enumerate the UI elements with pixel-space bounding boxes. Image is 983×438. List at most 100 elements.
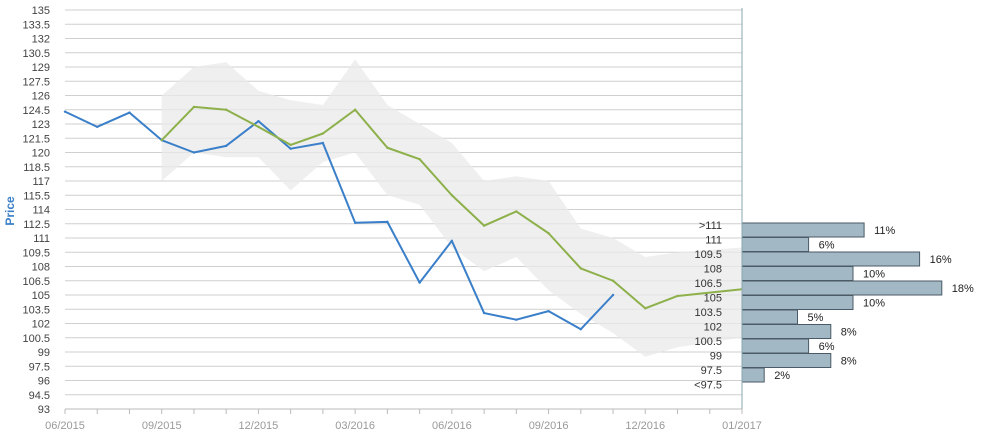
data-point	[644, 307, 647, 310]
y-tick-label: 133.5	[22, 19, 50, 31]
histogram-bar	[741, 338, 810, 354]
histogram-percent-label: 6%	[819, 341, 835, 353]
histogram-percent-label: 5%	[808, 312, 824, 324]
data-point	[418, 157, 421, 161]
y-tick-label: 94.5	[29, 390, 50, 402]
x-tick-label: 09/2015	[142, 420, 182, 432]
y-tick-label: 99	[38, 347, 50, 359]
histogram-bin-label: 111	[705, 235, 722, 247]
y-tick-label: 120	[32, 148, 50, 160]
data-point	[515, 318, 518, 321]
data-point	[321, 132, 325, 135]
data-point	[611, 293, 615, 297]
histogram-bar	[741, 266, 854, 281]
data-point	[450, 194, 454, 197]
data-point	[676, 294, 679, 298]
histogram-percent-label: 8%	[841, 356, 857, 368]
data-point	[224, 108, 228, 111]
histogram-bar	[741, 309, 798, 325]
forecast-band	[161, 59, 742, 357]
histogram-bin-label: 97.5	[701, 365, 722, 377]
histogram-bin-label: 105	[704, 293, 722, 305]
x-tick-label: 06/2015	[45, 420, 85, 432]
data-point	[224, 144, 228, 148]
data-point	[450, 239, 454, 243]
histogram-percent-label: 10%	[863, 269, 885, 281]
data-point	[289, 147, 292, 150]
histogram-bar	[741, 353, 832, 368]
histogram-bin-label: <97.5	[694, 380, 722, 392]
histogram-percent-label: 8%	[841, 327, 857, 339]
y-tick-label: 106.5	[22, 276, 50, 288]
histogram-bin-label: 100.5	[694, 336, 722, 348]
y-tick-label: 100.5	[22, 333, 50, 345]
data-point	[353, 108, 357, 111]
data-point	[321, 141, 325, 145]
histogram-percent-label: 11%	[874, 225, 895, 237]
x-tick-label: 03/2016	[335, 420, 375, 432]
y-tick-label: 102	[32, 319, 50, 331]
data-point	[128, 111, 131, 114]
data-point	[418, 281, 421, 284]
data-point	[482, 311, 486, 315]
y-tick-label: 127.5	[22, 76, 50, 88]
y-tick-label: 97.5	[29, 361, 50, 373]
histogram-percent-label: 18%	[952, 283, 974, 295]
histogram-bar	[741, 237, 810, 252]
histogram-bin-label: 109.5	[694, 249, 722, 261]
y-tick-label: 126	[32, 91, 50, 103]
actual-price-line	[64, 110, 614, 331]
histogram-bar	[741, 324, 832, 339]
data-point	[289, 143, 292, 147]
histogram-percent-label: 16%	[930, 254, 952, 266]
histogram-percent-label: 2%	[774, 370, 790, 382]
y-tick-label: 93	[38, 404, 50, 416]
histogram-bar	[741, 367, 765, 383]
y-tick-label: 130.5	[22, 48, 50, 60]
data-point	[192, 151, 196, 154]
y-tick-label: 117	[32, 176, 50, 188]
histogram-bin-label: >111	[699, 220, 722, 232]
y-tick-label: 105	[32, 290, 50, 302]
y-tick-label: 115.5	[23, 190, 50, 202]
y-axis-label: Price	[3, 196, 17, 226]
y-tick-label: 111	[33, 233, 50, 245]
histogram-bar	[741, 280, 943, 296]
histogram-bin-label: 106.5	[694, 278, 722, 290]
histogram-bar	[741, 222, 865, 238]
y-tick-label: 123	[32, 119, 50, 131]
data-point	[353, 221, 357, 224]
histogram-bin-label: 99	[710, 351, 722, 363]
data-point	[96, 125, 99, 129]
y-tick-label: 112.5	[23, 219, 50, 231]
data-point	[257, 125, 260, 129]
data-point	[579, 267, 583, 270]
chart-lines	[63, 105, 744, 331]
y-tick-label: 103.5	[22, 304, 50, 316]
data-point	[579, 328, 583, 331]
y-tick-label: 124.5	[22, 105, 50, 117]
histogram-bin-label: 102	[704, 322, 722, 334]
x-tick-label: 01/2017	[722, 420, 762, 432]
data-point	[515, 210, 518, 213]
histogram-bar	[741, 295, 854, 310]
y-tick-label: 108	[32, 262, 50, 274]
histogram-percent-label: 10%	[863, 298, 885, 310]
data-point	[63, 110, 67, 113]
histogram-bar	[741, 251, 921, 267]
forecast-price-line	[160, 105, 743, 310]
y-tick-label: 118.5	[23, 162, 50, 174]
x-tick-label: 12/2016	[625, 420, 665, 432]
data-point	[611, 279, 615, 282]
data-point	[547, 309, 550, 313]
y-tick-label: 109.5	[22, 247, 50, 259]
y-tick-label: 132	[32, 34, 50, 46]
x-tick-label: 06/2016	[432, 420, 472, 432]
data-point	[192, 105, 196, 109]
data-point	[160, 138, 163, 142]
data-point	[386, 220, 389, 224]
y-tick-label: 114	[32, 205, 50, 217]
data-point	[547, 232, 550, 235]
x-tick-label: 12/2015	[239, 420, 279, 432]
